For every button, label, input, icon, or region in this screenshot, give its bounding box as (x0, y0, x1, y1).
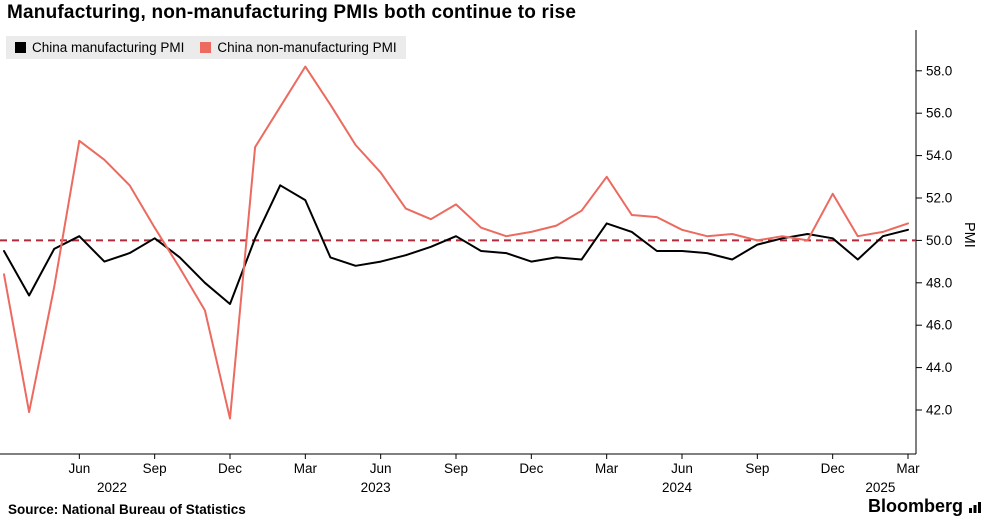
legend: China manufacturing PMI China non-manufa… (6, 36, 406, 59)
y-tick-label: 52.0 (926, 191, 952, 206)
x-tick-label: Dec (519, 461, 543, 476)
y-tick-label: 58.0 (926, 63, 952, 78)
year-label: 2023 (361, 480, 391, 495)
y-tick-label: 56.0 (926, 106, 952, 121)
x-tick-label: Mar (896, 461, 920, 476)
x-tick-label: Jun (370, 461, 392, 476)
source-note: Source: National Bureau of Statistics (8, 502, 246, 517)
x-tick-label: Sep (143, 461, 167, 476)
legend-label-non-manufacturing: China non-manufacturing PMI (217, 40, 397, 55)
legend-item-non-manufacturing: China non-manufacturing PMI (200, 40, 397, 55)
non-manufacturing-swatch-icon (200, 42, 212, 53)
year-label: 2022 (97, 480, 127, 495)
bloomberg-wordmark: Bloomberg (867, 496, 963, 516)
y-tick-label: 42.0 (926, 403, 952, 418)
brand: Bloomberg (868, 496, 982, 517)
y-tick-label: 44.0 (926, 360, 952, 375)
x-tick-label: Dec (218, 461, 242, 476)
x-tick-label: Dec (821, 461, 845, 476)
x-tick-label: Jun (68, 461, 90, 476)
x-tick-label: Jun (671, 461, 693, 476)
y-tick-label: 46.0 (926, 318, 952, 333)
y-tick-label: 48.0 (926, 275, 952, 290)
x-tick-label: Sep (745, 461, 769, 476)
bloomberg-chart-icon (969, 501, 981, 513)
x-tick-label: Mar (294, 461, 318, 476)
y-axis-title: PMI (961, 222, 977, 248)
pmi-line-chart: 42.0 44.0 46.0 48.0 50.0 52.0 54.0 56.0 58.0 Jun S… (0, 30, 952, 495)
legend-label-manufacturing: China manufacturing PMI (32, 40, 185, 55)
series-line-non-manufacturing (3, 65, 909, 420)
y-tick-label: 50.0 (926, 233, 952, 248)
year-label: 2025 (865, 480, 895, 495)
series-line-manufacturing (3, 184, 909, 305)
y-tick-label: 54.0 (926, 148, 952, 163)
manufacturing-swatch-icon (15, 42, 26, 53)
chart-title: Manufacturing, non-manufacturing PMIs bo… (7, 2, 577, 23)
year-label: 2024 (662, 480, 693, 495)
x-tick-label: Mar (595, 461, 619, 476)
x-tick-label: Sep (444, 461, 468, 476)
footer: Source: National Bureau of Statistics Bl… (0, 496, 990, 517)
legend-item-manufacturing: China manufacturing PMI (15, 40, 184, 55)
